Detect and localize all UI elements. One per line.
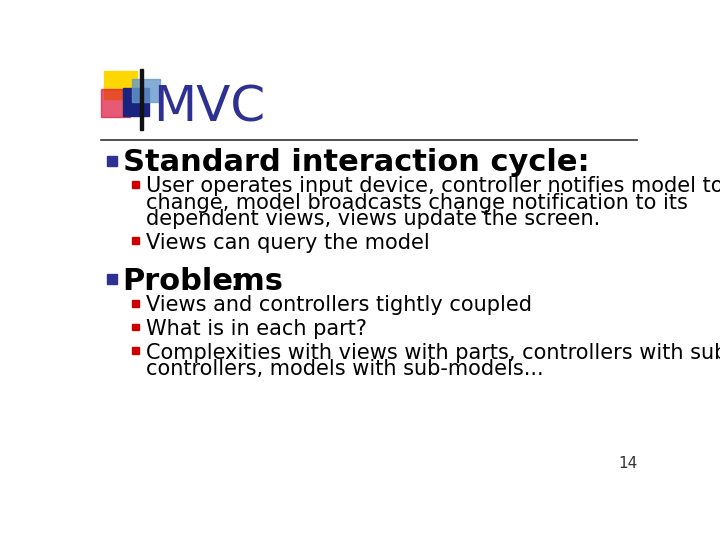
Bar: [132, 237, 139, 244]
Text: :: :: [230, 267, 240, 296]
Bar: [132, 323, 139, 330]
Text: Problems: Problems: [122, 267, 284, 296]
Bar: [122, 88, 149, 116]
Text: User operates input device, controller notifies model to: User operates input device, controller n…: [145, 177, 720, 197]
Bar: [107, 156, 117, 166]
Bar: [132, 181, 139, 188]
Bar: [132, 79, 160, 102]
Bar: [104, 71, 137, 99]
Text: 14: 14: [618, 456, 637, 471]
Text: Views can query the model: Views can query the model: [145, 233, 430, 253]
Text: Complexities with views with parts, controllers with sub-: Complexities with views with parts, cont…: [145, 343, 720, 363]
Bar: [132, 347, 139, 354]
Bar: [107, 274, 117, 284]
Bar: [140, 69, 143, 130]
Text: controllers, models with sub-models...: controllers, models with sub-models...: [145, 359, 544, 379]
Text: Views and controllers tightly coupled: Views and controllers tightly coupled: [145, 295, 532, 315]
Text: dependent views, views update the screen.: dependent views, views update the screen…: [145, 209, 600, 229]
Text: MVC: MVC: [153, 83, 266, 131]
Bar: [101, 90, 130, 117]
Bar: [132, 300, 139, 307]
Text: change, model broadcasts change notification to its: change, model broadcasts change notifica…: [145, 193, 688, 213]
Text: What is in each part?: What is in each part?: [145, 319, 366, 339]
Text: Standard interaction cycle:: Standard interaction cycle:: [122, 148, 589, 177]
